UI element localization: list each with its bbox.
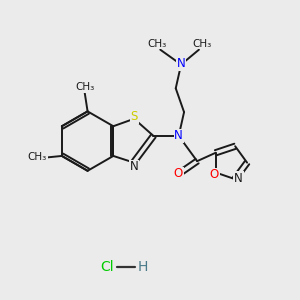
Text: O: O [174,167,183,180]
Text: CH₃: CH₃ [75,82,94,92]
Text: N: N [177,57,185,70]
Text: CH₃: CH₃ [193,39,212,49]
Text: N: N [130,160,139,173]
Text: O: O [210,168,219,182]
Text: S: S [130,110,138,123]
Text: N: N [234,172,243,185]
Text: CH₃: CH₃ [147,39,166,49]
Text: H: H [137,260,148,274]
Text: CH₃: CH₃ [28,152,47,162]
Text: Cl: Cl [100,260,114,274]
Text: N: N [174,129,183,142]
